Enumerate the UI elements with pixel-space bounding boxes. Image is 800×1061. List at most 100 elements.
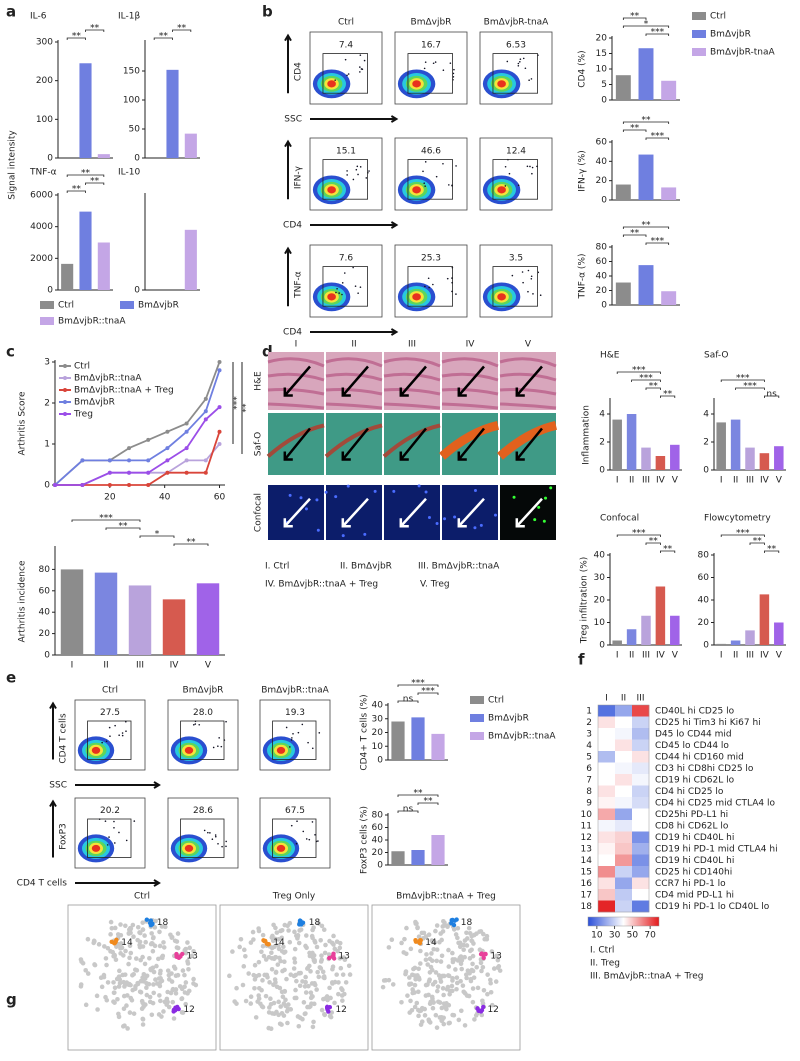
significance-bracket bbox=[622, 234, 647, 237]
tsne-cell bbox=[430, 982, 436, 987]
tsne-cell bbox=[319, 923, 325, 929]
tsne-cell bbox=[446, 947, 451, 953]
flow-x-label: SSC bbox=[284, 115, 302, 125]
y-tick-label: 0 bbox=[599, 641, 605, 651]
bar bbox=[638, 48, 654, 100]
tsne-cell bbox=[131, 1011, 137, 1016]
tsne-cell bbox=[272, 977, 278, 982]
tsne-cell bbox=[303, 1011, 308, 1016]
tsne-cell bbox=[412, 982, 418, 988]
significance-bracket bbox=[139, 535, 175, 538]
heatmap-cell bbox=[632, 705, 650, 717]
tsne-cell bbox=[439, 1015, 445, 1021]
tsne-cell bbox=[172, 966, 178, 971]
tsne-cell bbox=[111, 980, 116, 985]
series-point bbox=[107, 470, 112, 475]
tsne-cell bbox=[470, 953, 476, 959]
y-axis-label: IFN-γ (%) bbox=[578, 150, 588, 192]
flow-gate bbox=[272, 818, 317, 858]
y-tick-label: 10 bbox=[372, 742, 384, 752]
row-id: 8 bbox=[586, 787, 592, 797]
tsne-cell bbox=[260, 943, 266, 949]
legend-label: BmΔvjbR::tnaA bbox=[58, 317, 126, 327]
tsne-cell bbox=[278, 928, 283, 934]
series-point bbox=[217, 442, 222, 446]
tsne-cell bbox=[124, 1003, 129, 1008]
tsne-cell bbox=[287, 939, 293, 945]
series-point bbox=[203, 458, 208, 463]
series-point bbox=[127, 483, 132, 487]
tsne-cell bbox=[302, 984, 308, 989]
x-tick-label: I bbox=[616, 476, 619, 486]
legend-label: II. BmΔvjbR bbox=[340, 562, 392, 572]
y-tick-label: 40 bbox=[594, 551, 606, 561]
cluster-cell bbox=[298, 918, 303, 924]
flow-density bbox=[327, 80, 336, 88]
tsne-cell bbox=[403, 969, 409, 975]
bar bbox=[716, 643, 726, 645]
tsne-cell bbox=[328, 995, 333, 1001]
gate-value: 3.5 bbox=[509, 253, 523, 263]
bar bbox=[411, 850, 425, 865]
significance-label: *** bbox=[651, 28, 665, 38]
fluorescence bbox=[334, 495, 338, 499]
y-tick-label: 30 bbox=[594, 573, 606, 583]
series-line bbox=[55, 431, 221, 486]
tsne-cell bbox=[151, 935, 156, 940]
tsne-cell bbox=[269, 935, 275, 940]
y-tick-label: 1 bbox=[44, 440, 50, 450]
flow-event bbox=[292, 732, 294, 735]
flow-event bbox=[108, 836, 110, 838]
axis-arrow bbox=[284, 139, 292, 200]
tsne-cell bbox=[310, 927, 315, 933]
cluster-cell bbox=[481, 955, 486, 961]
row-id: 6 bbox=[586, 764, 592, 774]
significance-bracket bbox=[616, 534, 661, 537]
tsne-cell bbox=[123, 923, 128, 929]
bar bbox=[184, 133, 197, 158]
flow-event bbox=[352, 178, 355, 181]
row-label: D45 lo CD44 mid bbox=[655, 729, 732, 739]
cluster-cell bbox=[481, 1004, 486, 1010]
panel-letter: g bbox=[6, 991, 17, 1009]
tsne-cell bbox=[464, 936, 470, 941]
axis-arrow bbox=[75, 879, 161, 887]
x-tick-label: II bbox=[733, 651, 738, 661]
flow-event bbox=[506, 60, 509, 63]
flow-density bbox=[91, 844, 101, 852]
significance-label: ** bbox=[767, 545, 777, 555]
y-axis-label: Treg infiltration (%) bbox=[580, 557, 590, 645]
tsne-cell bbox=[321, 927, 327, 933]
tsne-cell bbox=[158, 998, 163, 1004]
y-tick-label: 0 bbox=[377, 756, 383, 766]
significance-bracket bbox=[764, 550, 780, 553]
significance-bracket bbox=[764, 395, 780, 398]
tsne-cell bbox=[470, 961, 475, 967]
column-header: Ctrl bbox=[102, 686, 118, 696]
flow-event bbox=[344, 58, 347, 61]
flow-event bbox=[530, 275, 533, 278]
cluster-label: 13 bbox=[338, 951, 349, 961]
flow-event bbox=[527, 269, 530, 272]
flow-event bbox=[207, 831, 209, 834]
significance-bracket bbox=[622, 129, 647, 132]
cluster-label: 12 bbox=[335, 1005, 346, 1015]
tsne-cell bbox=[459, 1008, 464, 1014]
significance-label: ** bbox=[753, 537, 763, 547]
tsne-cell bbox=[314, 944, 320, 950]
x-tick-label: V bbox=[672, 476, 679, 486]
y-tick-label: 0 bbox=[134, 286, 140, 296]
flow-event bbox=[435, 175, 438, 178]
tsne-cell bbox=[157, 943, 163, 949]
bar bbox=[641, 615, 651, 645]
legend-label: I. Ctrl bbox=[265, 562, 289, 572]
tsne-cell bbox=[237, 944, 242, 950]
tsne-cell bbox=[434, 923, 440, 928]
tsne-cell bbox=[171, 1016, 177, 1021]
map-title: Ctrl bbox=[134, 892, 150, 902]
tsne-cell bbox=[120, 1024, 126, 1029]
tsne-cell bbox=[108, 919, 114, 925]
significance-label: ns bbox=[403, 695, 414, 705]
tsne-cell bbox=[332, 946, 338, 952]
tsne-cell bbox=[464, 975, 469, 981]
